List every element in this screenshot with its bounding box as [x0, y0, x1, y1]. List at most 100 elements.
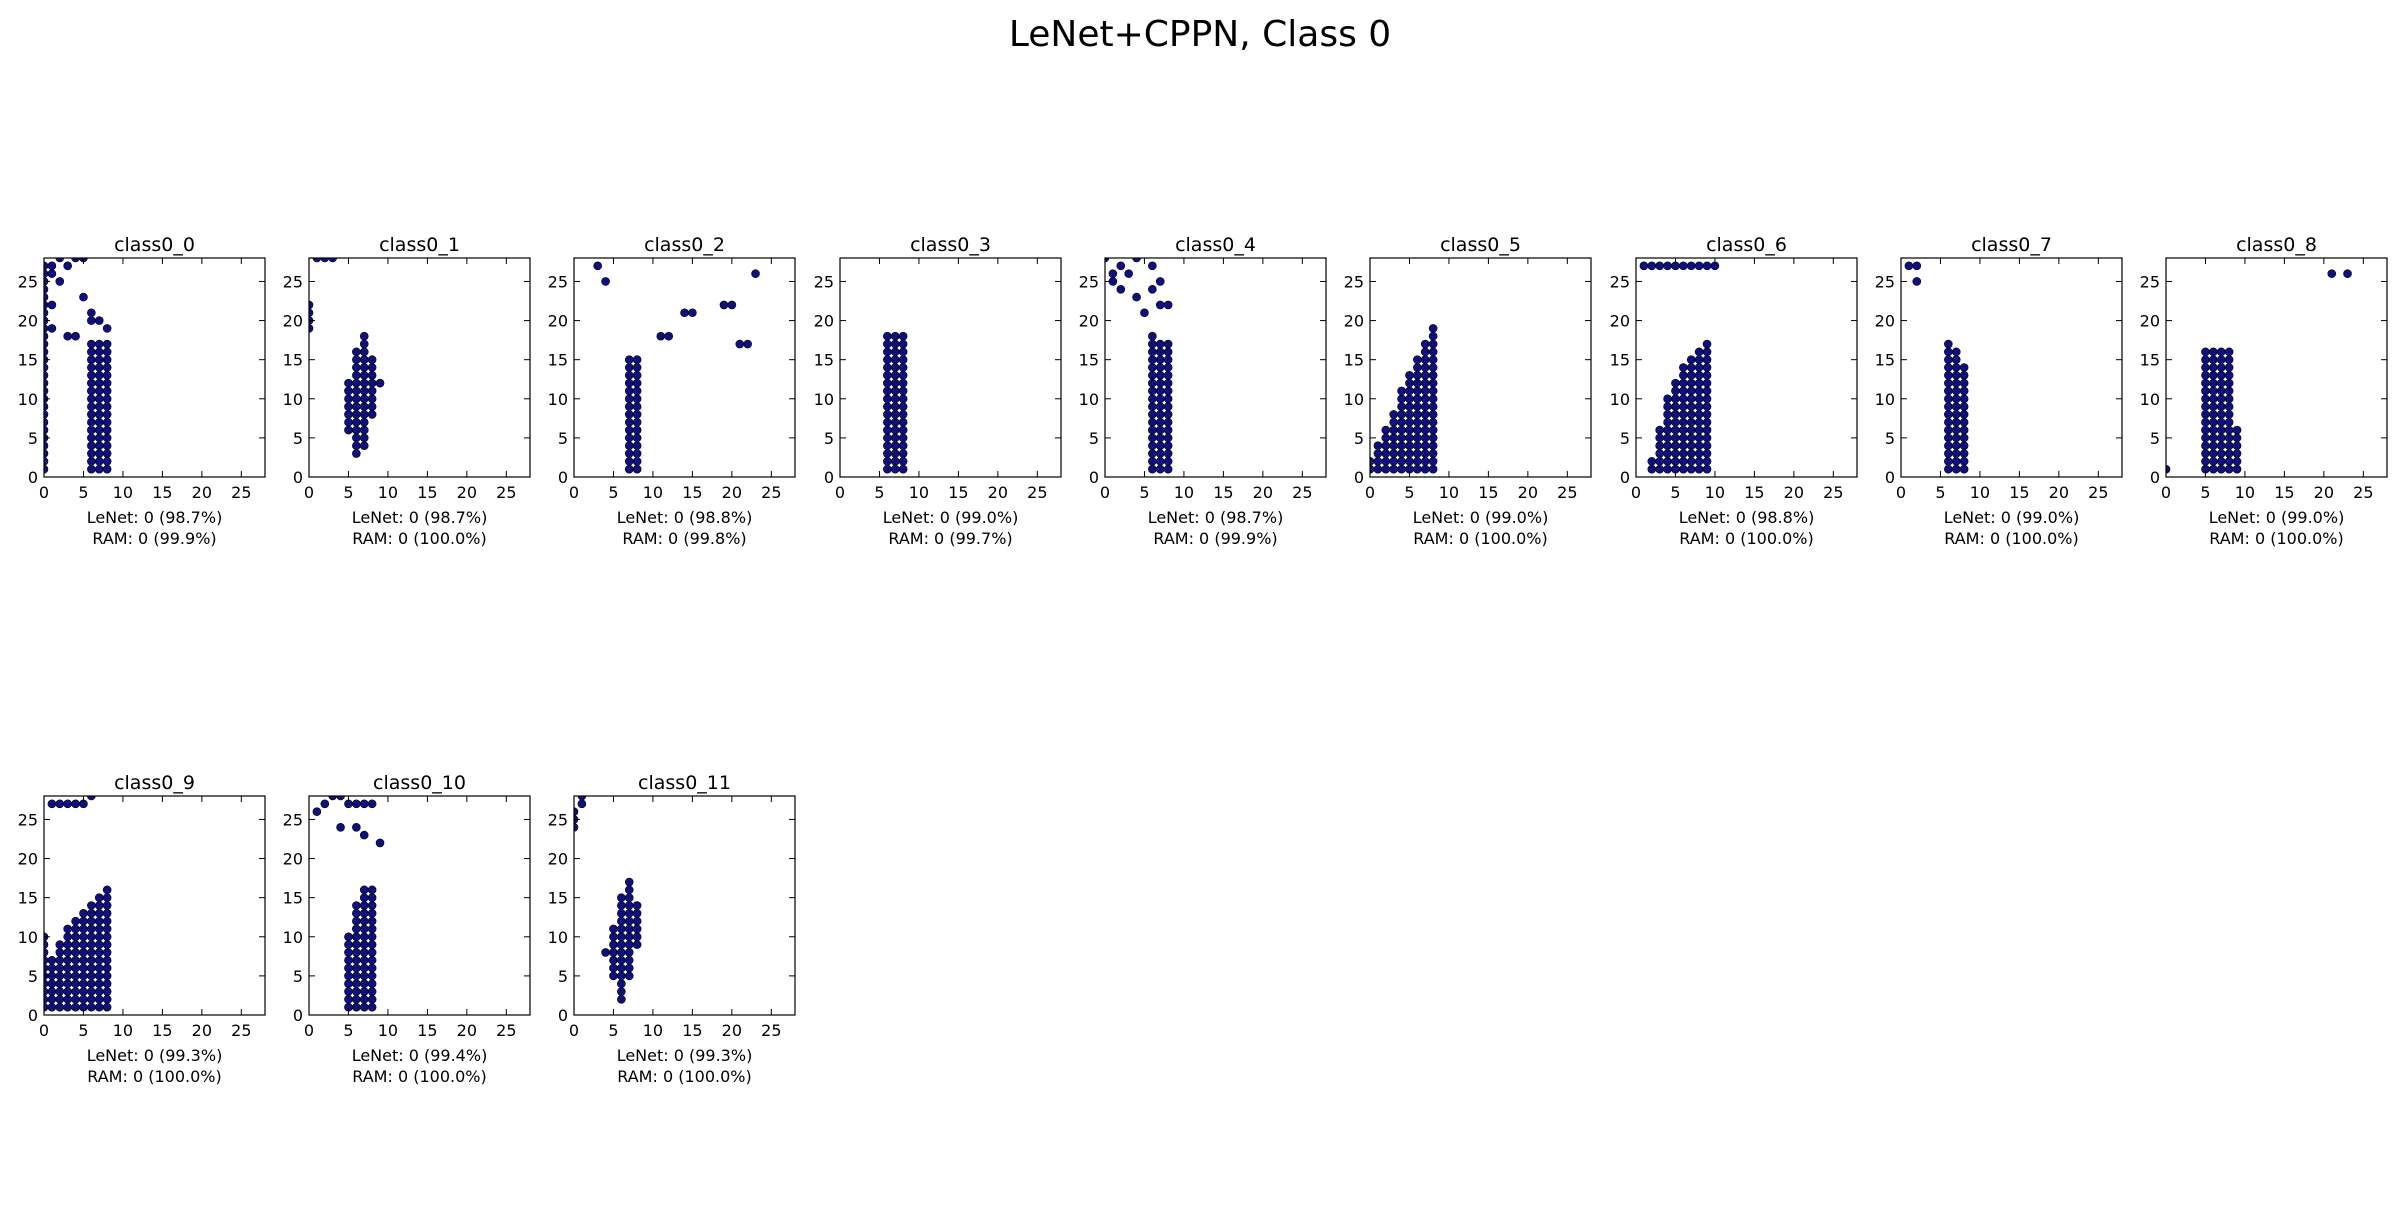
- data-point: [1679, 402, 1688, 411]
- data-point: [1702, 378, 1712, 388]
- ram-caption: RAM: 0 (99.9%): [1153, 529, 1277, 548]
- data-point: [1944, 386, 1953, 396]
- data-point: [1655, 457, 1664, 466]
- x-tick-label: 5: [874, 483, 884, 502]
- data-point: [632, 378, 642, 388]
- data-point: [609, 932, 618, 942]
- data-point: [71, 963, 80, 973]
- data-point: [1959, 417, 1969, 427]
- data-point: [2216, 410, 2226, 419]
- data-point: [367, 371, 377, 380]
- data-point: [367, 386, 377, 396]
- data-point: [87, 948, 96, 957]
- data-point: [367, 948, 377, 957]
- data-point: [1373, 449, 1383, 458]
- data-point: [1397, 417, 1406, 427]
- y-tick-label: 5: [1620, 429, 1630, 448]
- data-point: [632, 932, 642, 942]
- data-point: [87, 410, 96, 419]
- data-point: [344, 987, 353, 996]
- data-point: [1912, 261, 1922, 271]
- data-point: [898, 371, 908, 380]
- data-point: [1420, 425, 1430, 435]
- data-point: [1155, 441, 1165, 451]
- x-tick-label: 10: [1439, 483, 1459, 502]
- y-tick-label: 20: [1344, 312, 1364, 331]
- data-point: [87, 425, 96, 435]
- data-point: [1420, 433, 1430, 443]
- data-point: [367, 1002, 377, 1012]
- data-point: [1679, 410, 1688, 419]
- data-point: [102, 417, 112, 427]
- y-tick-label: 20: [814, 312, 834, 331]
- data-point: [63, 955, 72, 965]
- data-point: [1148, 425, 1157, 435]
- data-point: [344, 955, 353, 965]
- data-point: [102, 909, 112, 918]
- data-point: [94, 425, 104, 435]
- x-tick-label: 25: [496, 483, 516, 502]
- axes-frame: [2165, 257, 2388, 478]
- data-point: [102, 402, 112, 411]
- data-point: [632, 924, 642, 934]
- data-point: [1373, 441, 1383, 451]
- axes-frame: [1900, 257, 2123, 478]
- data-point: [87, 378, 96, 388]
- data-point: [55, 1002, 65, 1012]
- data-point: [1663, 449, 1672, 458]
- data-point: [624, 355, 634, 364]
- data-point: [1163, 339, 1173, 349]
- data-point: [359, 799, 369, 809]
- y-tick-label: 25: [283, 272, 303, 291]
- data-point: [1686, 410, 1696, 419]
- data-point: [1679, 371, 1688, 380]
- data-point: [87, 963, 96, 973]
- data-point: [1663, 457, 1672, 466]
- x-tick-label: 25: [1557, 483, 1577, 502]
- data-point: [102, 371, 112, 380]
- data-point: [1428, 464, 1438, 474]
- data-point: [1155, 371, 1165, 380]
- x-tick-label: 5: [343, 483, 353, 502]
- data-point: [63, 932, 72, 942]
- data-point: [1163, 441, 1173, 451]
- data-point: [1671, 410, 1680, 419]
- data-point: [1655, 261, 1664, 271]
- data-point: [1413, 371, 1422, 380]
- data-point: [2224, 355, 2234, 364]
- data-point: [624, 955, 634, 965]
- data-point: [1420, 339, 1430, 349]
- data-point: [1405, 386, 1414, 396]
- data-point: [359, 1002, 369, 1012]
- data-point: [609, 955, 618, 965]
- data-point: [344, 963, 353, 973]
- data-point: [359, 963, 369, 973]
- lenet-caption: LeNet: 0 (98.7%): [87, 508, 223, 527]
- data-point: [1694, 386, 1704, 396]
- data-point: [367, 901, 377, 910]
- data-point: [94, 363, 104, 372]
- data-point: [1679, 425, 1688, 435]
- data-point: [1686, 386, 1696, 396]
- data-point: [1413, 410, 1422, 419]
- data-point: [359, 909, 369, 918]
- y-tick-label: 5: [1354, 429, 1364, 448]
- data-point: [1163, 371, 1173, 380]
- data-point: [55, 979, 65, 989]
- data-point: [1679, 464, 1688, 474]
- subplot-class0_5: class0_5 0 5 10 15 20 25 0 5 10 15 20 25 LeNet: 0 (99…: [1344, 234, 1592, 548]
- y-tick-label: 25: [1875, 272, 1895, 291]
- data-point: [1944, 441, 1953, 451]
- data-point: [1163, 355, 1173, 364]
- data-point: [1389, 417, 1398, 427]
- data-point: [102, 410, 112, 419]
- data-point: [352, 386, 361, 396]
- y-tick-label: 5: [28, 967, 38, 986]
- scatter-points: [574, 796, 642, 1004]
- data-point: [71, 995, 80, 1004]
- data-point: [94, 963, 104, 973]
- data-point: [624, 425, 634, 435]
- data-point: [87, 796, 96, 801]
- data-point: [1944, 417, 1953, 427]
- subplot-title: class0_3: [910, 234, 991, 256]
